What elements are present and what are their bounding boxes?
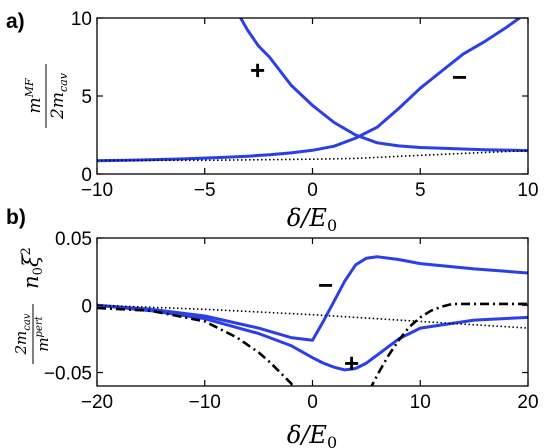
panel-a-ytick-label: 10 (71, 9, 92, 30)
panel-b-ytick-label: 0.05 (55, 229, 92, 250)
panel-a-series-2-dotted-line (97, 149, 528, 162)
panel-b-ytick-label: 0 (81, 296, 92, 317)
panel-a-label: a) (6, 10, 25, 33)
panel-b-series-3-dashdot-line (97, 306, 295, 386)
panel-b-curves (97, 255, 528, 386)
panel-b-series-4-dashdot-line (370, 302, 528, 386)
panel-b-label: b) (6, 206, 26, 229)
panel-b-ylabel-num: 2mcav (12, 313, 33, 355)
panel-a-series-1-solid-line (238, 18, 528, 153)
panel-a-xtick-label: −10 (81, 180, 113, 201)
panel-a-xtick-label: 10 (517, 180, 538, 201)
panel-b-series-2-dotted-line (97, 304, 528, 329)
panel-a-ytick-label: 5 (81, 87, 92, 108)
panel-a-xtick-label: −5 (194, 180, 216, 201)
panel-b-xtick-label: 0 (307, 392, 318, 413)
panel-b-ylabel-den: mpert (34, 315, 52, 351)
panel-a-xtick-label: 0 (307, 180, 318, 201)
panel-b-xlabel: δ/E0 (287, 421, 337, 448)
panel-a-ytick-label: 0 (81, 165, 92, 186)
panel-a-series-0-solid-line (97, 18, 522, 163)
panel-a-plus-label: + (250, 55, 265, 85)
panel-b-ylabel: 2mcav mpert n0ξ2 (12, 247, 52, 364)
panel-b-ytick-label: −0.05 (44, 364, 92, 385)
panel-b-series-1-solid-line (97, 303, 528, 372)
panel-b-minus-label: − (318, 270, 333, 300)
panel-a-ticks: −10 −5 0 5 10 0 5 10 (71, 9, 539, 201)
panel-b-xtick-label: 20 (517, 392, 538, 413)
panel-b-plus-label: + (344, 348, 359, 378)
panel-a-ylabel-den: 2mcav (48, 72, 70, 120)
panel-b-xtick-label: −20 (81, 392, 113, 413)
panel-b-xtick-label: −10 (189, 392, 221, 413)
panel-a-ylabel: mMF 2mcav (23, 64, 70, 128)
panel-b-series-0-solid-line (97, 255, 528, 342)
panel-b-ticks: −20 −10 0 10 20 0.05 0 −0.05 (44, 229, 539, 413)
panel-b-ylabel-factor: n0ξ2 (19, 247, 46, 289)
panel-a-minus-label: − (452, 62, 467, 92)
panel-b-xtick-label: 10 (410, 392, 431, 413)
panel-a-xlabel: δ/E0 (287, 204, 337, 235)
panel-b: b) −20 −10 0 10 20 0.05 0 −0.05 − + 2mcav mpert… (6, 206, 539, 448)
panel-a: a) −10 −5 0 5 10 0 5 10 + − mMF 2mcav δ/E0 (6, 9, 539, 235)
panel-a-ylabel-num: mMF (23, 78, 45, 113)
panel-a-xtick-label: 5 (415, 180, 426, 201)
panel-a-curves (97, 18, 528, 163)
